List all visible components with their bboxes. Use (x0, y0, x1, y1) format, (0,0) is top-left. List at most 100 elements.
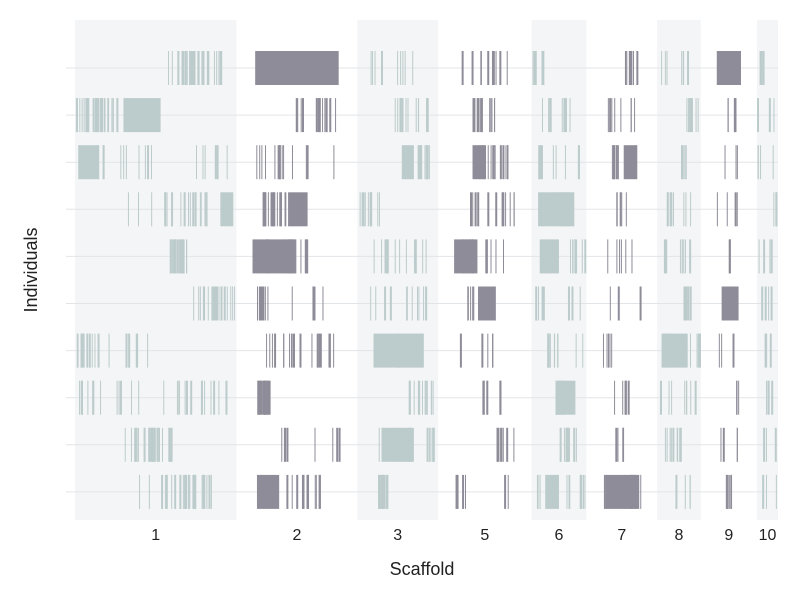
snp-row-3-scaffold-9 (724, 145, 738, 180)
snp-row-8-scaffold-2 (257, 380, 271, 415)
snp-row-6-scaffold-10 (761, 286, 773, 321)
snp-row-8-scaffold-3 (408, 380, 434, 415)
snp-row-1-scaffold-10 (759, 51, 765, 85)
scaffold-tick-label-2: 2 (292, 527, 301, 544)
scaffold-tick-label-7: 7 (617, 527, 626, 544)
snp-row-10-scaffold-6 (536, 474, 586, 509)
block-individual-2-scaffold-1 (123, 98, 161, 133)
block-individual-6-scaffold-9 (721, 286, 739, 321)
block-individual-3-scaffold-3 (401, 145, 414, 180)
snp-row-10-scaffold-9 (725, 474, 733, 509)
snp-row-3-scaffold-3 (417, 145, 430, 180)
snp-row-6-scaffold-2 (256, 286, 324, 321)
scaffold-tick-label-5: 5 (480, 527, 489, 544)
snp-row-10-scaffold-5 (455, 474, 509, 509)
block-individual-9-scaffold-3 (381, 427, 414, 462)
scaffold-tick-label-9: 9 (724, 527, 733, 544)
block-individual-3-scaffold-7 (623, 145, 638, 180)
scaffold-tick-label-10: 10 (759, 527, 777, 544)
snp-row-4-scaffold-7 (616, 192, 627, 227)
block-individual-8-scaffold-6 (556, 380, 576, 415)
snp-row-6-scaffold-7 (609, 286, 642, 321)
snp-row-4-scaffold-8 (666, 192, 692, 227)
snp-row-9-scaffold-5 (496, 427, 515, 462)
block-individual-1-scaffold-2 (255, 51, 339, 85)
snp-row-5-scaffold-8 (663, 239, 692, 274)
snp-row-7-scaffold-7 (602, 333, 613, 368)
snp-row-3-scaffold-7 (611, 145, 619, 180)
snp-row-9-scaffold-8 (664, 427, 682, 462)
snp-row-2-scaffold-9 (727, 98, 737, 133)
scaffold-tick-label-3: 3 (393, 527, 402, 544)
snp-row-9-scaffold-1 (124, 427, 173, 462)
snp-row-6-scaffold-3 (370, 286, 428, 321)
snp-row-8-scaffold-7 (614, 380, 630, 415)
snp-row-1-scaffold-7 (624, 51, 639, 85)
snp-row-4-scaffold-2 (262, 192, 287, 227)
snp-row-1-scaffold-5 (461, 51, 508, 85)
snp-row-10-scaffold-10 (762, 474, 777, 509)
snp-row-4-scaffold-9 (716, 192, 738, 227)
snp-row-1-scaffold-1 (168, 51, 223, 85)
block-individual-10-scaffold-6 (545, 474, 559, 509)
block-individual-10-scaffold-2 (256, 474, 280, 509)
x-axis-label: Scaffold (390, 559, 455, 579)
snp-row-9-scaffold-2 (281, 427, 341, 462)
snp-row-8-scaffold-9 (736, 380, 740, 415)
snp-row-10-scaffold-3 (378, 474, 389, 509)
block-individual-3-scaffold-1 (78, 145, 100, 180)
snp-row-7-scaffold-10 (764, 333, 772, 368)
snp-row-6-scaffold-6 (535, 286, 581, 321)
snp-row-10-scaffold-1 (139, 474, 212, 509)
snp-row-5-scaffold-6 (570, 239, 587, 274)
snp-row-7-scaffold-9 (718, 333, 735, 368)
scaffold-tick-label-6: 6 (554, 527, 563, 544)
snp-row-2-scaffold-3 (394, 98, 429, 133)
block-individual-4-scaffold-1 (220, 192, 234, 227)
snp-row-1-scaffold-8 (661, 51, 690, 85)
snp-row-5-scaffold-9 (728, 239, 731, 274)
snp-row-5-scaffold-7 (607, 239, 633, 274)
snp-row-8-scaffold-1 (79, 380, 228, 415)
block-individual-4-scaffold-6 (538, 192, 575, 227)
snp-row-7-scaffold-2 (266, 333, 335, 368)
snp-row-3-scaffold-8 (680, 145, 687, 180)
snp-row-6-scaffold-8 (683, 286, 692, 321)
snp-row-8-scaffold-5 (482, 380, 502, 415)
snp-row-1-scaffold-6 (532, 51, 545, 85)
block-individual-1-scaffold-9 (716, 51, 742, 85)
snp-row-2-scaffold-2 (295, 98, 337, 133)
snp-row-9-scaffold-9 (720, 427, 738, 462)
block-individual-3-scaffold-5 (472, 145, 487, 180)
snp-row-5-scaffold-10 (758, 239, 773, 274)
snp-row-7-scaffold-5 (459, 333, 494, 368)
y-axis-label: Individuals (21, 227, 41, 312)
snp-row-9-scaffold-6 (559, 427, 577, 462)
block-individual-7-scaffold-8 (661, 333, 688, 368)
snp-row-2-scaffold-6 (542, 98, 571, 133)
block-individual-5-scaffold-6 (539, 239, 559, 274)
scaffold-tick-label-8: 8 (675, 527, 684, 544)
snp-row-8-scaffold-10 (765, 380, 774, 415)
snp-row-4-scaffold-1 (127, 192, 208, 227)
snp-row-4-scaffold-3 (359, 192, 380, 227)
snp-row-1-scaffold-3 (370, 51, 414, 85)
snp-row-3-scaffold-1 (96, 145, 228, 180)
tick-labels-layer: 1 2 3 5 6 7 8 9 10 (151, 527, 776, 544)
snp-row-7-scaffold-6 (547, 333, 584, 368)
snp-row-9-scaffold-10 (763, 427, 777, 462)
snp-row-3-scaffold-10 (757, 145, 774, 180)
snp-row-5-scaffold-1 (169, 239, 188, 274)
scaffold-tick-label-1: 1 (151, 527, 160, 544)
snp-row-10-scaffold-2 (286, 474, 321, 509)
snp-row-2-scaffold-7 (607, 98, 636, 133)
snp-row-3-scaffold-2 (256, 145, 335, 180)
block-individual-5-scaffold-2 (252, 239, 296, 274)
snp-row-2-scaffold-1 (75, 98, 119, 133)
block-individual-4-scaffold-2 (288, 192, 308, 227)
snp-row-2-scaffold-5 (472, 98, 496, 133)
marks-layer (75, 51, 778, 509)
snp-row-9-scaffold-7 (615, 427, 625, 462)
